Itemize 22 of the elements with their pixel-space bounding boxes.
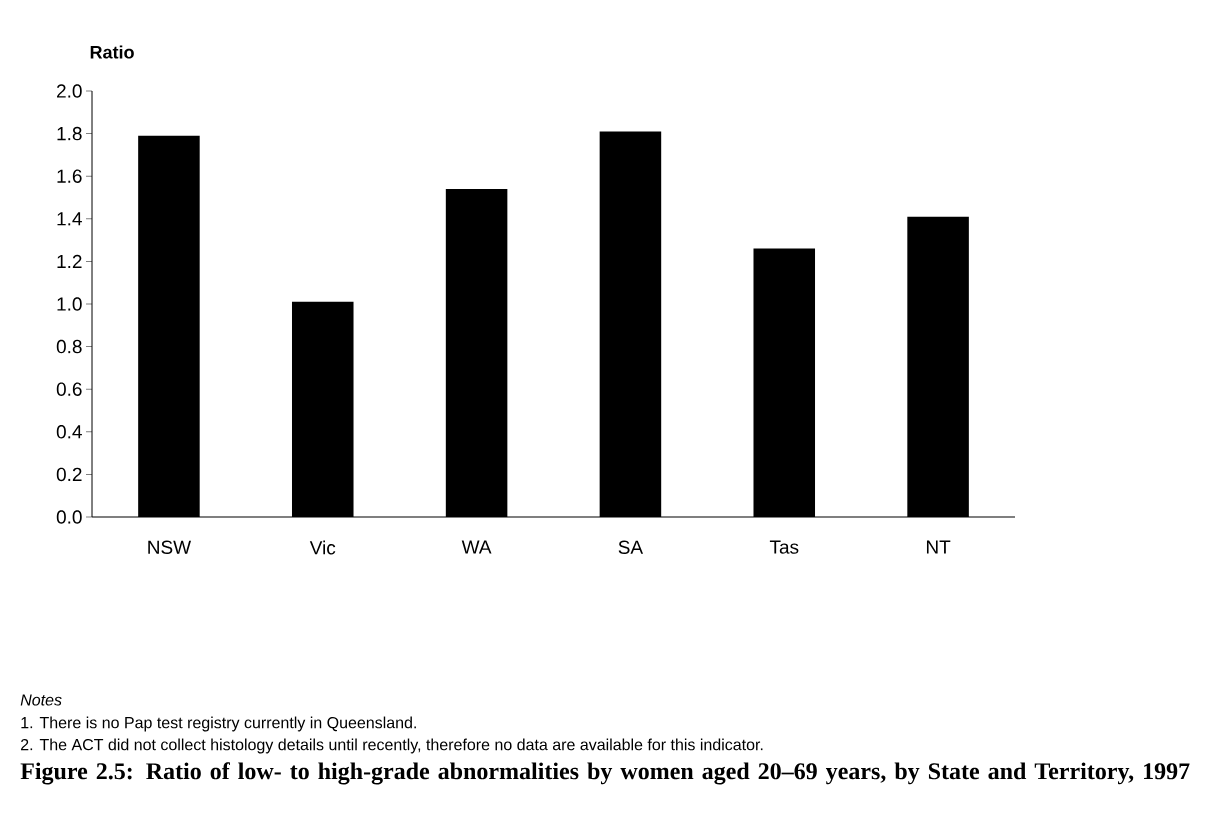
text: Notes	[20, 694, 62, 706]
y-tick-label: 1.8	[57, 126, 82, 141]
x-tick-label: NT	[926, 540, 951, 554]
x-tick-label: NSW	[148, 540, 192, 554]
y-tick-label: 0.6	[56, 382, 82, 396]
y-tick-label: 0.4	[56, 425, 82, 439]
y-tick-label: 1.0	[57, 297, 82, 311]
y-tick-label: 1.4	[57, 212, 82, 226]
text: 1. There is no Pap test registry currently in Queensland.	[21, 716, 416, 732]
text: Figure 2.5: Ratio of low- to high-grade abnormalities by women aged 20–69 years, by State and Territory, 1997	[20, 762, 1190, 785]
text: 2. The ACT did not collect histology details until recently, therefore no data are available for this indicator.	[21, 738, 763, 754]
y-axis-title: Ratio	[90, 45, 134, 59]
x-tick-label: WA	[461, 540, 492, 554]
y-tick-label: 2.0	[57, 84, 82, 98]
y-tick-label: 0.2	[56, 467, 82, 482]
y-tick-label: 1.6	[57, 169, 82, 183]
y-tick-label: 1.2	[57, 254, 82, 269]
x-tick-label: Tas	[769, 540, 799, 554]
y-tick-label: 0.8	[56, 339, 82, 354]
y-tick-label: 0.0	[56, 510, 82, 524]
x-tick-label: Vic	[309, 540, 336, 555]
x-tick-label: SA	[618, 540, 644, 554]
